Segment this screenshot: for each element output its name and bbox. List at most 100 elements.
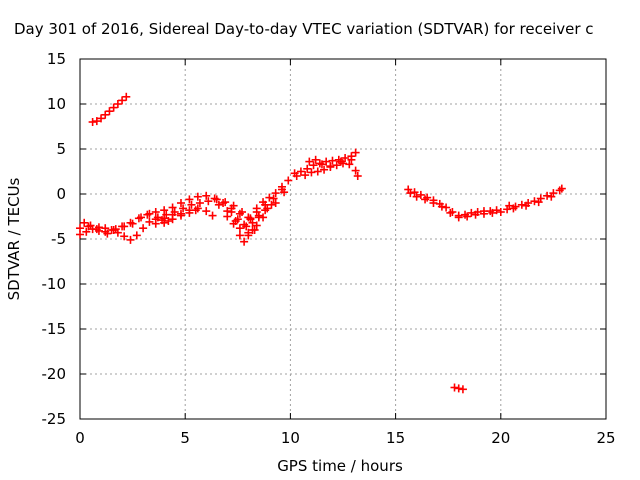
data-point — [176, 199, 185, 207]
data-point — [522, 201, 531, 210]
data-point — [292, 172, 301, 180]
data-point — [250, 226, 259, 234]
data-point — [311, 155, 320, 164]
data-point — [185, 208, 194, 217]
data-point — [214, 200, 223, 209]
data-point — [80, 218, 89, 227]
x-axis-label: GPS time / hours — [277, 457, 403, 475]
data-point — [113, 100, 122, 108]
y-tick-label: 5 — [56, 140, 66, 158]
data-point — [317, 160, 326, 169]
data-point — [86, 221, 95, 230]
data-point — [179, 204, 188, 213]
data-point — [82, 227, 91, 236]
data-point — [259, 198, 268, 207]
data-point — [111, 225, 120, 234]
y-tick-labels: 15 10 5 0 -5 -10 -15 -20 -25 — [42, 50, 67, 428]
data-point — [406, 189, 415, 198]
data-point — [332, 161, 341, 170]
x-tick-label: 15 — [386, 429, 405, 447]
data-point — [301, 171, 310, 180]
y-tick-label: 10 — [47, 95, 66, 113]
data-point — [280, 188, 289, 197]
data-point — [336, 157, 345, 166]
data-point — [252, 221, 261, 230]
data-point — [543, 191, 552, 200]
data-point — [328, 156, 337, 165]
data-point — [305, 157, 314, 166]
data-point — [265, 193, 274, 202]
data-point — [240, 220, 249, 229]
data-point — [442, 203, 451, 212]
data-point — [212, 195, 221, 204]
data-point — [467, 208, 476, 217]
chart-title: Day 301 of 2016, Sidereal Day-to-day VTE… — [14, 20, 594, 38]
data-point — [76, 224, 84, 233]
data-point — [105, 107, 114, 116]
data-point — [246, 215, 255, 224]
data-point — [252, 204, 261, 213]
data-point — [120, 232, 129, 241]
data-point — [557, 184, 566, 193]
data-point — [458, 385, 467, 394]
data-point — [221, 198, 230, 207]
data-point — [208, 211, 217, 220]
data-point — [269, 194, 278, 203]
data-point — [94, 226, 103, 235]
data-point — [164, 217, 173, 225]
data-point — [235, 224, 244, 233]
grid-lines — [80, 59, 606, 419]
data-point — [137, 213, 146, 222]
x-tick-label: 25 — [596, 429, 615, 447]
data-point — [303, 164, 312, 173]
data-point — [103, 229, 112, 238]
data-point — [437, 202, 446, 211]
data-point — [313, 167, 322, 176]
data-point — [204, 197, 213, 206]
data-point — [296, 167, 305, 176]
data-point — [345, 160, 354, 169]
x-tick-label: 20 — [491, 429, 510, 447]
data-point — [97, 114, 106, 123]
plot-frame — [79, 58, 607, 420]
data-point — [187, 200, 196, 209]
data-point — [307, 168, 316, 177]
data-point — [244, 228, 253, 237]
data-point — [320, 165, 329, 174]
data-point — [229, 201, 238, 210]
data-point — [496, 208, 505, 216]
data-point — [145, 209, 154, 218]
x-tick-label: 10 — [281, 429, 300, 447]
data-point — [267, 200, 276, 209]
data-point — [92, 117, 101, 126]
data-point — [517, 200, 526, 209]
data-point — [261, 206, 270, 215]
data-point — [503, 205, 512, 214]
data-point — [151, 208, 160, 216]
data-point — [240, 237, 249, 246]
y-tick-label: -10 — [42, 275, 67, 293]
data-point — [341, 154, 350, 162]
data-point — [202, 207, 211, 216]
data-point — [193, 192, 202, 201]
data-point — [168, 203, 177, 212]
data-point — [185, 195, 194, 204]
data-point — [446, 208, 455, 217]
data-point — [547, 192, 556, 201]
data-point — [126, 235, 135, 244]
data-points — [76, 92, 566, 394]
y-tick-label: 0 — [56, 185, 66, 203]
data-point — [322, 157, 331, 166]
data-point — [160, 218, 169, 227]
data-point — [191, 206, 200, 215]
data-point — [412, 192, 421, 201]
data-point — [109, 103, 118, 112]
data-point — [488, 208, 497, 217]
data-point — [195, 199, 204, 207]
data-point — [128, 219, 137, 228]
data-point — [309, 161, 318, 170]
data-point — [259, 213, 268, 222]
data-point — [479, 209, 488, 218]
ticks — [79, 58, 607, 420]
